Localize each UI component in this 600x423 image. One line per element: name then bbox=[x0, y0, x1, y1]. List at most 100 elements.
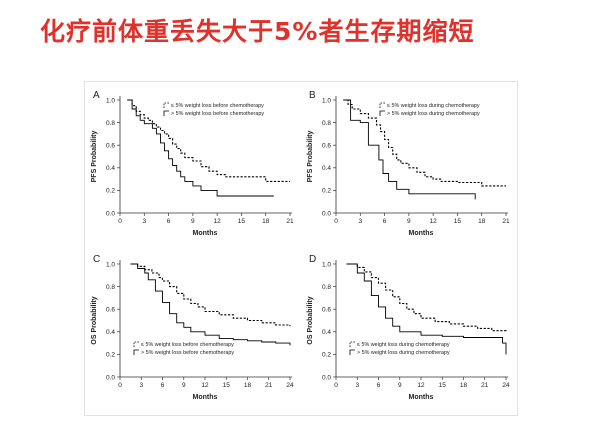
x-tick-label: 24 bbox=[502, 382, 510, 389]
panel-letter: A bbox=[93, 90, 100, 101]
x-tick-label: 3 bbox=[358, 218, 362, 225]
x-tick-label: 9 bbox=[407, 218, 411, 225]
x-tick-label: 18 bbox=[478, 218, 486, 225]
y-tick-label: 0.4 bbox=[322, 165, 331, 172]
x-tick-label: 15 bbox=[439, 382, 447, 389]
x-tick-label: 6 bbox=[161, 382, 165, 389]
y-tick-label: 0.2 bbox=[322, 188, 331, 195]
y-axis-label: PFS Probability bbox=[307, 131, 314, 183]
panel-letter: C bbox=[93, 254, 100, 265]
x-tick-label: 6 bbox=[167, 218, 171, 225]
x-axis-label: Months bbox=[193, 394, 218, 401]
x-tick-label: 3 bbox=[142, 218, 146, 225]
y-tick-label: 0.4 bbox=[106, 165, 115, 172]
legend-entry: > 5% weight loss during chemotherapy bbox=[357, 350, 450, 356]
y-tick-label: 0.0 bbox=[106, 374, 115, 381]
x-tick-label: 12 bbox=[214, 218, 222, 225]
x-tick-label: 12 bbox=[201, 382, 209, 389]
figure-frame bbox=[84, 81, 518, 416]
x-tick-label: 0 bbox=[118, 382, 122, 389]
legend-entry: > 5% weight loss before chemotherapy bbox=[171, 111, 264, 117]
x-tick-label: 12 bbox=[430, 218, 438, 225]
y-tick-label: 0.8 bbox=[322, 284, 331, 291]
x-tick-label: 21 bbox=[286, 218, 294, 225]
km-curve-solid bbox=[343, 99, 476, 200]
x-tick-label: 12 bbox=[417, 382, 425, 389]
x-tick-label: 3 bbox=[139, 382, 143, 389]
y-tick-label: 0.4 bbox=[106, 329, 115, 336]
y-tick-label: 0.0 bbox=[106, 210, 115, 217]
legend-swatch bbox=[349, 349, 355, 355]
y-tick-label: 0.4 bbox=[322, 329, 331, 336]
legend-entry: ≤ 5% weight loss before chemotherapy bbox=[141, 342, 234, 348]
x-tick-label: 0 bbox=[334, 382, 338, 389]
legend-swatch bbox=[379, 110, 385, 116]
x-tick-label: 9 bbox=[182, 382, 186, 389]
km-chart-b: B 0.0 0.2 0.4 0.6 0.8 1.0 0 3 6 9 12 15 18 21 Months PFS… bbox=[307, 90, 510, 237]
km-chart-c: C 0.0 0.2 0.4 0.6 0.8 1.0 0 3 6 9 12 15 18 21 24 Months O… bbox=[91, 254, 294, 401]
x-tick-label: 6 bbox=[377, 382, 381, 389]
legend-entry: > 5% weight loss during chemotherapy bbox=[387, 111, 480, 117]
y-tick-label: 0.8 bbox=[106, 284, 115, 291]
x-tick-label: 9 bbox=[398, 382, 402, 389]
x-tick-label: 18 bbox=[460, 382, 468, 389]
km-chart-a: A 0.0 0.2 0.4 0.6 0.8 1.0 0 3 6 9 12 15 18 21 Months PFS… bbox=[91, 90, 294, 237]
y-tick-label: 0.6 bbox=[106, 307, 115, 314]
x-tick-label: 6 bbox=[383, 218, 387, 225]
legend-swatch bbox=[349, 341, 355, 347]
x-tick-label: 18 bbox=[244, 382, 252, 389]
x-tick-label: 0 bbox=[334, 218, 338, 225]
x-tick-label: 21 bbox=[502, 218, 510, 225]
x-axis-label: Months bbox=[409, 230, 434, 237]
km-curve-dashed bbox=[127, 99, 290, 182]
y-tick-label: 0.6 bbox=[322, 143, 331, 150]
x-tick-label: 24 bbox=[286, 382, 294, 389]
x-axis-label: Months bbox=[193, 230, 218, 237]
y-axis-label: OS Probability bbox=[91, 296, 98, 344]
panel-letter: D bbox=[309, 254, 316, 265]
y-tick-label: 0.6 bbox=[106, 143, 115, 150]
x-tick-label: 21 bbox=[265, 382, 273, 389]
x-tick-label: 18 bbox=[262, 218, 270, 225]
legend-swatch bbox=[163, 110, 169, 116]
x-tick-label: 21 bbox=[481, 382, 489, 389]
km-curve-dashed bbox=[346, 263, 507, 332]
y-tick-label: 1.0 bbox=[322, 261, 331, 268]
x-tick-label: 15 bbox=[223, 382, 231, 389]
panel-letter: B bbox=[309, 90, 316, 101]
y-axis-label: PFS Probability bbox=[91, 131, 98, 183]
legend-entry: ≤ 5% weight loss during chemotherapy bbox=[357, 342, 450, 348]
y-tick-label: 0.2 bbox=[106, 352, 115, 359]
km-curve-dashed bbox=[343, 99, 506, 187]
x-tick-label: 3 bbox=[355, 382, 359, 389]
y-axis-label: OS Probability bbox=[307, 296, 314, 344]
slide-title: 化疗前体重丢失大于5%者生存期缩短 bbox=[40, 17, 475, 46]
y-tick-label: 0.8 bbox=[322, 120, 331, 127]
x-tick-label: 15 bbox=[238, 218, 246, 225]
y-tick-label: 0.0 bbox=[322, 374, 331, 381]
km-chart-d: D 0.0 0.2 0.4 0.6 0.8 1.0 0 3 6 9 12 15 18 21 24 Months O… bbox=[307, 254, 510, 401]
km-curve-solid bbox=[127, 99, 274, 197]
y-tick-label: 1.0 bbox=[322, 97, 331, 104]
x-tick-label: 9 bbox=[191, 218, 195, 225]
y-tick-label: 1.0 bbox=[106, 261, 115, 268]
legend-entry: ≤ 5% weight loss during chemotherapy bbox=[387, 103, 480, 109]
legend-entry: ≤ 5% weight loss before chemotherapy bbox=[171, 103, 264, 109]
y-tick-label: 0.6 bbox=[322, 307, 331, 314]
km-curve-dashed bbox=[130, 263, 291, 327]
legend-swatch bbox=[163, 102, 169, 108]
km-curve-solid bbox=[346, 263, 507, 355]
legend-swatch bbox=[133, 341, 139, 347]
legend-swatch bbox=[133, 349, 139, 355]
y-tick-label: 0.8 bbox=[106, 120, 115, 127]
y-tick-label: 0.2 bbox=[322, 352, 331, 359]
legend-swatch bbox=[379, 102, 385, 108]
legend-entry: > 5% weight loss before chemotherapy bbox=[141, 350, 234, 356]
x-axis-label: Months bbox=[409, 394, 434, 401]
km-curve-solid bbox=[130, 263, 291, 346]
y-tick-label: 1.0 bbox=[106, 97, 115, 104]
x-tick-label: 0 bbox=[118, 218, 122, 225]
x-tick-label: 15 bbox=[454, 218, 462, 225]
y-tick-label: 0.0 bbox=[322, 210, 331, 217]
y-tick-label: 0.2 bbox=[106, 188, 115, 195]
